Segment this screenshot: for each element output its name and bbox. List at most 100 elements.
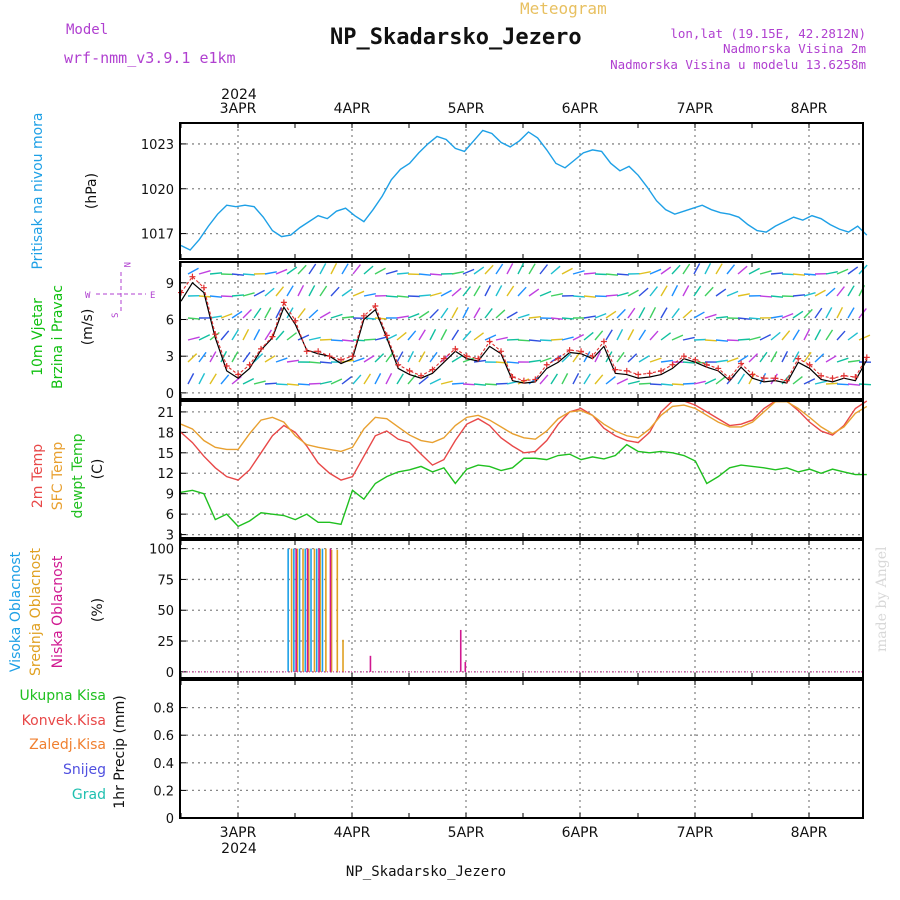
wind-barb	[638, 382, 652, 385]
wind-barb	[374, 317, 388, 320]
compass-n: N	[121, 262, 131, 267]
wind-barb	[418, 329, 426, 341]
wind-barb	[242, 378, 255, 385]
wind-barb	[572, 333, 585, 341]
wind-gust-point	[486, 338, 493, 345]
wind-barb	[671, 383, 685, 386]
wind-gust-point	[600, 338, 607, 345]
wind-barb	[814, 329, 822, 341]
wind-barb	[814, 353, 825, 363]
pressure-line	[180, 129, 868, 251]
wind-barb	[825, 329, 834, 341]
product-title: Meteogram	[520, 0, 607, 18]
wind-barb	[649, 383, 663, 386]
wind-barb	[792, 329, 800, 341]
wind-gust-point	[440, 355, 447, 362]
wind-barb	[198, 351, 207, 363]
wind-barb	[275, 357, 288, 363]
wind-barb	[616, 273, 630, 276]
wind-barb	[385, 373, 393, 385]
wind-gust-point	[863, 354, 870, 361]
wind-gust-point	[635, 371, 642, 378]
wind-barb	[583, 373, 591, 385]
wind-barb	[429, 292, 442, 297]
wind-barb	[528, 315, 542, 319]
wind-barb	[451, 287, 462, 297]
wind-barb	[220, 295, 234, 298]
wind-barb	[341, 339, 355, 342]
wind-barb	[407, 313, 420, 319]
wind-barb	[550, 338, 564, 341]
wind-barb	[429, 351, 438, 363]
wind-barb	[616, 308, 626, 319]
wind-barb	[253, 307, 262, 319]
ylabel-pressure-unit: (hPa)	[84, 173, 100, 209]
wind-barb	[484, 308, 493, 319]
wind-barb	[825, 355, 837, 363]
wind-barb	[539, 290, 552, 297]
panel-frame	[179, 400, 864, 539]
wind-barb	[187, 317, 201, 320]
top-date-label: 3APR	[220, 101, 257, 117]
wind-gust-point	[749, 371, 756, 378]
bottom-date-label: 8APR	[791, 825, 828, 841]
wind-barb	[220, 374, 230, 385]
wind-barb	[396, 315, 409, 319]
wind-barb	[341, 288, 353, 297]
wind-barb	[275, 306, 283, 319]
wind-barb	[770, 373, 778, 385]
wind-barb	[495, 382, 509, 385]
ylabel-wind-2: Brzina i Pravac	[50, 285, 66, 389]
ylabel-precip: 1hr Precip (mm)	[112, 695, 128, 808]
wind-barb	[506, 311, 518, 319]
wind-barb	[517, 286, 527, 297]
wind-barb	[517, 339, 531, 342]
wind-barb	[429, 378, 442, 385]
wind-barb	[836, 383, 850, 386]
wind-barb	[759, 270, 772, 275]
wind-barb	[847, 383, 861, 386]
wind-gust-point	[578, 348, 585, 355]
wind-barb	[605, 310, 617, 319]
wind-barb	[682, 263, 691, 275]
wind-barb	[605, 329, 613, 341]
y-tick-label: 15	[157, 447, 174, 462]
wind-barb	[319, 380, 332, 385]
wind-barb	[319, 338, 333, 341]
wind-barb	[528, 288, 540, 297]
wind-barb	[682, 336, 695, 341]
wind-barb	[682, 309, 693, 319]
wind-barb	[462, 268, 475, 275]
wind-barb	[616, 378, 629, 385]
wind-barb	[286, 285, 294, 297]
wind-barb	[693, 380, 706, 385]
wind-barb	[792, 351, 800, 363]
wind-barb	[638, 355, 650, 363]
wind-barb	[704, 313, 717, 319]
wind-barb	[528, 359, 541, 363]
wind-barb	[528, 263, 536, 275]
wind-gust-point	[269, 333, 276, 340]
panel-pressure: 1017 1020 1023 Pritisak na nivou mora (hPa)	[30, 112, 868, 270]
wind-barb	[836, 357, 849, 363]
lonlat-label: lon,lat (19.15E, 42.2812N)	[670, 26, 866, 41]
wind-gust-point	[292, 317, 299, 324]
wind-barb	[704, 339, 718, 342]
wind-barb	[352, 339, 366, 342]
bottom-date-label: 7APR	[677, 825, 714, 841]
wind-barb	[539, 357, 552, 363]
wind-barb	[308, 382, 322, 385]
wind-barb	[264, 271, 277, 275]
wind-barb	[396, 351, 404, 363]
wind-barb	[616, 351, 625, 363]
wind-barb	[506, 263, 514, 275]
wind-barb	[473, 332, 485, 341]
wind-barb	[187, 267, 199, 275]
wind-barb	[220, 313, 233, 319]
wind-barb	[209, 272, 223, 275]
wind-barb	[253, 380, 266, 385]
wind-barb	[440, 329, 448, 341]
model-label: Model	[66, 22, 108, 38]
wind-barb	[539, 339, 553, 342]
